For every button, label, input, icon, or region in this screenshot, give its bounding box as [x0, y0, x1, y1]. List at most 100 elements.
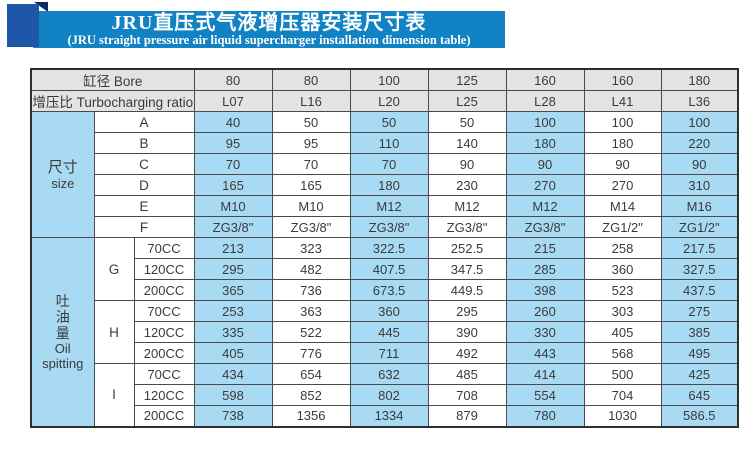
oil-label-en2: spitting [42, 355, 84, 371]
table-row-ratio: 增压比 Turbocharging ratio L07 L16 L20 L25 L28 L… [30, 90, 739, 112]
oil-label-en1: Oil [54, 340, 71, 356]
table-row-bore: 缸径 Bore 80 80 100 125 160 160 180 [30, 68, 739, 91]
table-cell: 303 [583, 300, 662, 322]
table-row-dim-e: E M10 M10 M12 M12 M12 M14 M16 [31, 195, 739, 217]
table-cell: L20 [349, 90, 429, 112]
table-cell: 50 [427, 111, 507, 133]
cc-label: 120CC [133, 258, 195, 280]
cc-label: 200CC [133, 405, 195, 427]
table-cell: 554 [505, 384, 585, 406]
page-subtitle: (JRU straight pressure air liquid superc… [67, 33, 471, 47]
table-cell: ZG1/2" [660, 216, 739, 238]
table-cell: 645 [660, 384, 739, 406]
table-cell: 365 [193, 279, 273, 301]
table-cell: 492 [427, 342, 507, 364]
table-cell: 322.5 [349, 237, 429, 259]
banner-square-decoration [7, 4, 39, 47]
table-cell: 90 [427, 153, 507, 175]
group-label: I [93, 363, 135, 427]
table-cell: 327.5 [660, 258, 739, 280]
table-cell: M10 [193, 195, 273, 217]
cc-label: 200CC [133, 342, 195, 364]
table-cell: 425 [660, 363, 739, 385]
table-cell: M16 [660, 195, 739, 217]
table-cell: ZG3/8" [271, 216, 351, 238]
table-cell: 140 [427, 132, 507, 154]
table-cell: 180 [660, 68, 739, 91]
table-cell: 90 [660, 153, 739, 175]
table-row-i-70: I 70CC 434 654 632 485 414 500 425 [31, 363, 739, 427]
table-cell: 852 [271, 384, 351, 406]
cc-label: 120CC [133, 384, 195, 406]
table-cell: 1334 [349, 405, 429, 427]
bore-header-label: 缸径 Bore [30, 68, 195, 91]
cc-label: 70CC [133, 300, 195, 322]
table-cell: 879 [427, 405, 507, 427]
table-cell: 165 [193, 174, 273, 196]
table-cell: 360 [349, 300, 429, 322]
cc-label: 70CC [133, 363, 195, 385]
table-cell: 50 [349, 111, 429, 133]
table-cell: M12 [505, 195, 585, 217]
table-cell: 285 [505, 258, 585, 280]
table-cell: 776 [271, 342, 351, 364]
table-cell: 100 [349, 68, 429, 91]
table-row-g-200: 200CC 365 736 673.5 449.5 398 523 437.5 [31, 279, 739, 301]
table-cell: 270 [583, 174, 662, 196]
dimension-table: 缸径 Bore 80 80 100 125 160 160 180 增压比 Turbocha… [30, 68, 740, 428]
table-cell: 523 [583, 279, 662, 301]
table-row-g-70: 吐油量 Oil spitting G 70CC 213 323 322.5 252.5… [30, 237, 739, 427]
table-cell: 100 [660, 111, 739, 133]
table-cell: 495 [660, 342, 739, 364]
table-cell: 708 [427, 384, 507, 406]
table-cell: 434 [193, 363, 273, 385]
page-title: JRU直压式气液增压器安装尺寸表 [111, 12, 427, 34]
table-cell: 90 [583, 153, 662, 175]
table-cell: 738 [193, 405, 273, 427]
table-cell: ZG1/2" [583, 216, 662, 238]
size-label-en: size [51, 175, 75, 191]
table-cell: 70 [271, 153, 351, 175]
table-cell: 253 [193, 300, 273, 322]
size-label-cn: 尺寸 [47, 158, 78, 176]
table-row-dim-f: F ZG3/8" ZG3/8" ZG3/8" ZG3/8" ZG3/8" ZG1/2" ZG… [31, 216, 739, 238]
table-cell: 711 [349, 342, 429, 364]
table-cell: 95 [271, 132, 351, 154]
table-row-i-120: 120CC 598 852 802 708 554 704 645 [31, 384, 739, 406]
table-cell: 160 [583, 68, 662, 91]
table-cell: 704 [583, 384, 662, 406]
table-row-dim-b: B 95 95 110 140 180 180 220 [31, 132, 739, 154]
banner-ribbon: JRU直压式气液增压器安装尺寸表 (JRU straight pressure … [33, 11, 505, 48]
table-cell: 275 [660, 300, 739, 322]
table-cell: 80 [193, 68, 273, 91]
table-cell: 258 [583, 237, 662, 259]
table-cell: 445 [349, 321, 429, 343]
row-label: A [93, 111, 195, 133]
table-cell: L07 [193, 90, 273, 112]
table-cell: 443 [505, 342, 585, 364]
table-cell: 363 [271, 300, 351, 322]
table-cell: L41 [583, 90, 662, 112]
table-cell: 485 [427, 363, 507, 385]
group-label: G [93, 237, 135, 301]
table-cell: 180 [349, 174, 429, 196]
table-cell: 335 [193, 321, 273, 343]
table-cell: 405 [583, 321, 662, 343]
table-cell: 802 [349, 384, 429, 406]
table-cell: 160 [505, 68, 585, 91]
table-cell: L36 [660, 90, 739, 112]
table-row-i-200: 200CC 738 1356 1334 879 780 1030 586.5 [31, 405, 739, 427]
ratio-header-label: 增压比 Turbocharging ratio [30, 90, 195, 112]
table-row-h-120: 120CC 335 522 445 390 330 405 385 [31, 321, 739, 343]
table-cell: L28 [505, 90, 585, 112]
table-cell: 323 [271, 237, 351, 259]
table-cell: 217.5 [660, 237, 739, 259]
cc-label: 200CC [133, 279, 195, 301]
table-cell: 295 [427, 300, 507, 322]
table-cell: 673.5 [349, 279, 429, 301]
table-cell: M10 [271, 195, 351, 217]
table-cell: 90 [505, 153, 585, 175]
table-cell: 1356 [271, 405, 351, 427]
table-cell: 100 [505, 111, 585, 133]
